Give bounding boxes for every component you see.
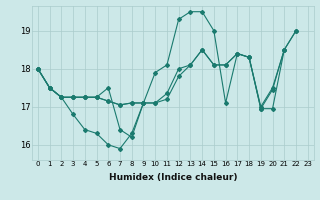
X-axis label: Humidex (Indice chaleur): Humidex (Indice chaleur) [108, 173, 237, 182]
